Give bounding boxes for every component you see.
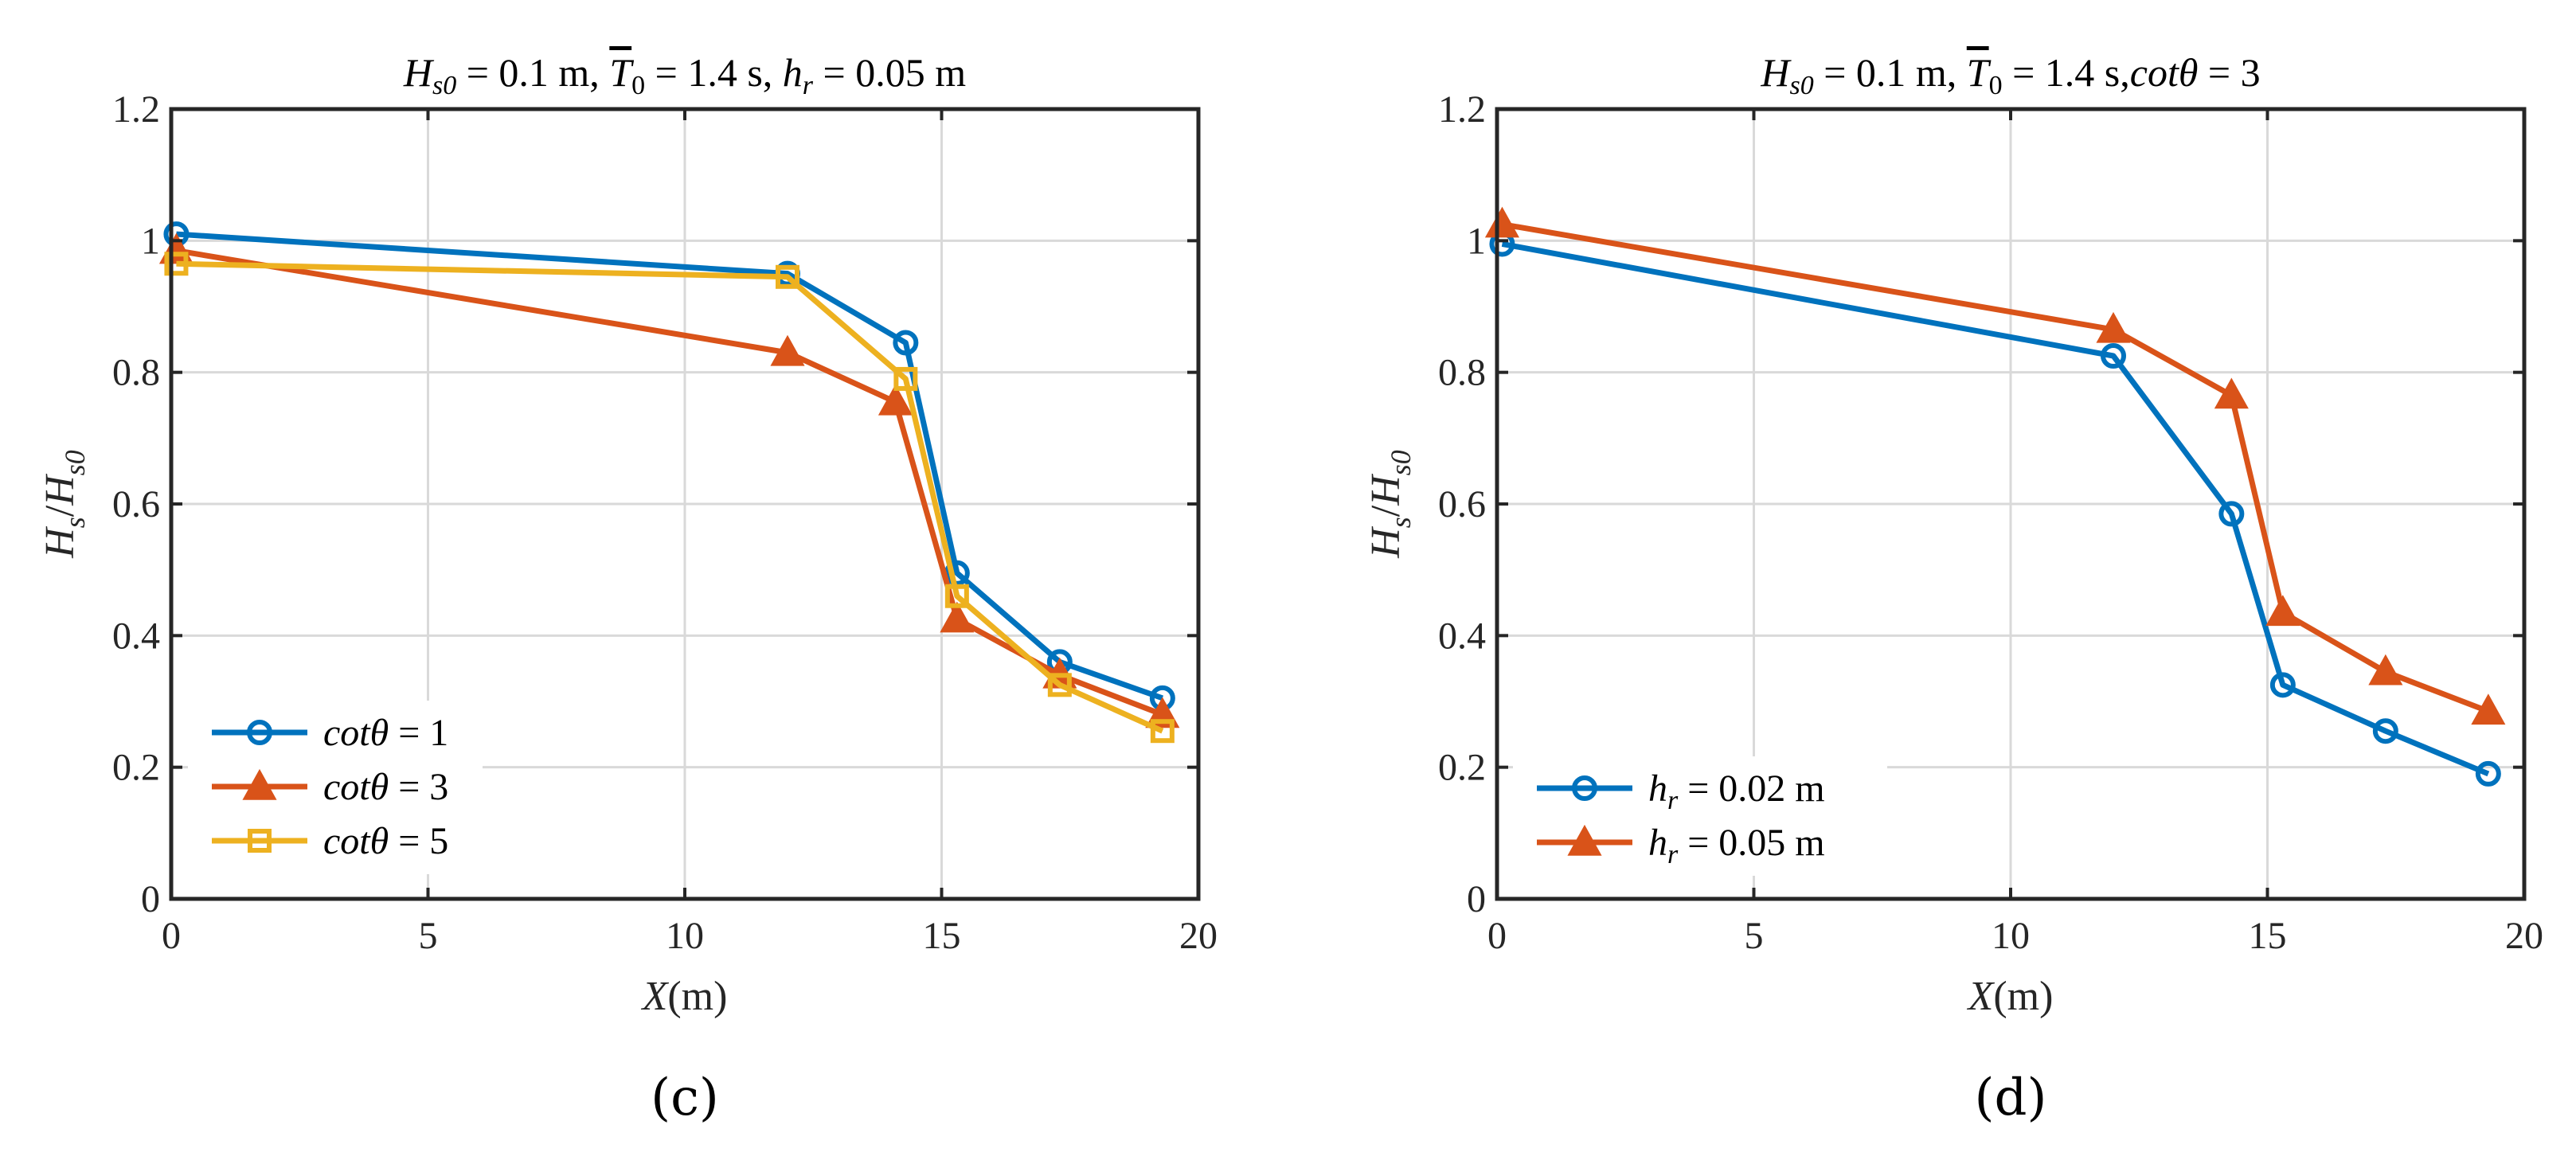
panel-d-legend-label-2: hr = 0.05 m — [1648, 822, 1825, 869]
panel-d-x-tick-label: 0 — [1487, 915, 1507, 957]
panel-d-x-tick-label: 20 — [2505, 915, 2543, 957]
panel-d-series-1-point — [2101, 343, 2126, 369]
panel-c-legend-marker-2 — [242, 768, 277, 800]
panel-c-x-tick-label: 0 — [162, 915, 181, 957]
panel-d-legend-box — [1513, 756, 1887, 876]
panel-d-series-2-point — [2471, 693, 2506, 725]
panel-c-y-tick-label: 0.8 — [112, 352, 160, 394]
panel-c-legend-marker-3 — [248, 829, 272, 853]
panel-d-x-tick-label: 10 — [1992, 915, 2030, 957]
panel-c-series-3-point — [944, 584, 969, 608]
panel-d-series-line-1 — [1501, 241, 2490, 777]
panel-c-series-3-point — [164, 252, 189, 276]
panel-d-y-tick-label: 0.2 — [1438, 747, 1486, 789]
panel-d-y-tick-label: 0 — [1467, 878, 1486, 920]
panel-c-y-tick-label: 0.2 — [112, 747, 160, 789]
panel-d-y-tick-label: 1.2 — [1438, 88, 1486, 131]
panel-d-x-tick-label: 5 — [1745, 915, 1764, 957]
panel-c-series-line-2 — [175, 248, 1164, 717]
panel-label-d: (d) — [1975, 1068, 2047, 1127]
panel-c-x-tick-label: 10 — [666, 915, 704, 957]
panel-d-series-2-point — [2096, 311, 2131, 343]
panel-c-x-axis-label: X(m) — [641, 974, 728, 1019]
panel-d-y-tick-label: 0.8 — [1438, 352, 1486, 394]
chart-panel-c: 0 5 10 15 20 0 0.2 0.4 0.6 0.8 1 1.2 Hs0 = 0.1 m, T… — [37, 50, 1218, 1127]
panel-d-ticks: 0 5 10 15 20 0 0.2 0.4 0.6 0.8 1 1.2 — [1438, 88, 2543, 957]
panel-d-y-tick-label: 1 — [1467, 220, 1486, 262]
panel-d-legend-marker-1 — [1572, 775, 1597, 801]
panel-c-y-tick-label: 0 — [141, 878, 160, 920]
panel-c-legend: cotθ = 1 cotθ = 3 cotθ = 5 — [188, 701, 483, 874]
panel-c-legend-marker-1 — [247, 720, 272, 745]
panel-c-y-tick-label: 0.4 — [112, 615, 160, 657]
panel-c-x-tick-label: 15 — [923, 915, 961, 957]
panel-d-y-axis-label: Hs/Hs0 — [1363, 450, 1417, 559]
panel-d-y-tick-label: 0.4 — [1438, 615, 1486, 657]
panel-c-series-3-point — [1150, 719, 1175, 744]
panel-d-series-2-point — [2214, 377, 2249, 409]
panel-d-series — [1484, 206, 2506, 787]
panel-c-y-axis-label: Hs/Hs0 — [37, 450, 91, 559]
panel-d-x-axis-label: X(m) — [1967, 974, 2054, 1019]
panel-c-legend-label-1: cotθ = 1 — [323, 712, 448, 754]
panel-c-series-2-point — [940, 601, 975, 633]
panel-d-y-tick-label: 0.6 — [1438, 483, 1486, 525]
panel-c-y-tick-label: 1 — [141, 220, 160, 262]
chart-panel-d: 0 5 10 15 20 0 0.2 0.4 0.6 0.8 1 1.2 Hs0 = 0.1 m, T… — [1363, 50, 2543, 1127]
panel-c-legend-label-3: cotθ = 5 — [323, 820, 448, 862]
panel-d-series-2-point — [1484, 206, 1519, 238]
panel-c-series-3-point — [1047, 673, 1072, 697]
panel-d-legend: hr = 0.02 m hr = 0.05 m — [1513, 756, 1887, 876]
panel-c-series-3-point — [893, 366, 918, 391]
panel-d-series-1-point — [2269, 672, 2296, 698]
panel-c-y-tick-label: 0.6 — [112, 483, 160, 525]
panel-c-series-3-point — [776, 264, 799, 289]
panel-c-x-tick-label: 20 — [1179, 915, 1218, 957]
panel-d-series-1-point — [2475, 760, 2501, 787]
panel-c-series — [158, 221, 1180, 744]
panel-c-title: Hs0 = 0.1 m, T0 = 1.4 s, hr = 0.05 m — [403, 50, 966, 100]
panel-c-series-line-3 — [176, 260, 1164, 734]
panel-d-series-2-point — [2265, 595, 2300, 627]
panel-d-legend-label-1: hr = 0.02 m — [1648, 767, 1825, 815]
panel-c-ticks: 0 5 10 15 20 0 0.2 0.4 0.6 0.8 1 1.2 — [112, 88, 1218, 957]
panel-d-legend-marker-2 — [1567, 824, 1602, 856]
panel-label-c: (c) — [651, 1068, 719, 1127]
panel-c-y-tick-label: 1.2 — [112, 88, 160, 131]
panel-d-series-1-point — [2218, 501, 2245, 527]
panel-c-series-2-point — [770, 334, 805, 366]
panel-c-x-tick-label: 5 — [419, 915, 438, 957]
panel-d-title: Hs0 = 0.1 m, T0 = 1.4 s,cotθ = 3 — [1760, 50, 2260, 100]
panel-c-legend-label-2: cotθ = 3 — [323, 766, 448, 808]
panel-d-series-2-point — [2368, 654, 2403, 685]
panel-c-series-2-point — [878, 384, 913, 416]
panel-d-series-1-point — [2372, 718, 2398, 744]
panel-c-series-1-point — [893, 330, 919, 356]
panel-d-series-line-2 — [1501, 221, 2490, 714]
panel-d-x-tick-label: 15 — [2249, 915, 2287, 957]
panel-c-series-line-1 — [176, 231, 1164, 701]
